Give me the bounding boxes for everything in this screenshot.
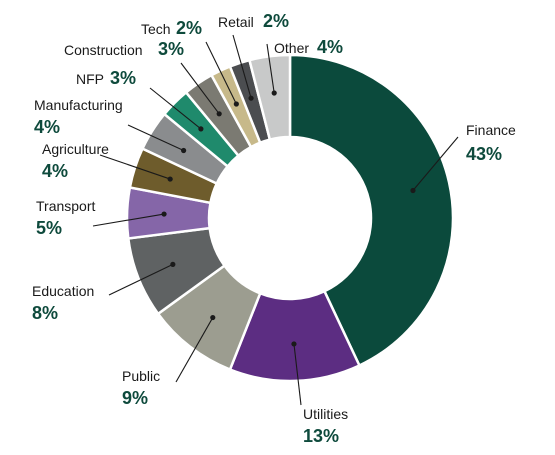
category-label-utilities: Utilities (303, 406, 348, 422)
category-label-public: Public (122, 368, 160, 384)
leader-dot-transport (161, 211, 167, 217)
leader-dot-other (271, 90, 277, 96)
leader-dot-retail (248, 95, 254, 101)
category-label-construction: Construction (64, 42, 143, 58)
leader-line-public (175, 317, 214, 383)
percent-label-education: 8% (32, 303, 58, 323)
leader-dot-finance (410, 187, 416, 194)
leader-line-retail (232, 34, 252, 99)
leader-dot-agriculture (167, 176, 173, 182)
percent-label-construction: 3% (158, 39, 184, 59)
category-label-finance: Finance (466, 122, 516, 138)
leader-line-nfp (149, 87, 202, 130)
category-label-tech: Tech (141, 21, 171, 37)
category-label-transport: Transport (36, 198, 96, 214)
percent-label-tech: 2% (176, 18, 202, 38)
leader-line-construction (180, 62, 220, 115)
category-label-other: Other (274, 40, 309, 56)
leader-dot-construction (216, 111, 222, 117)
leader-line-transport (92, 213, 165, 227)
leader-dot-tech (233, 101, 239, 107)
percent-label-retail: 2% (263, 11, 289, 31)
leader-line-finance (412, 136, 459, 191)
leader-dot-education (170, 261, 176, 267)
leader-dot-manufacturing (181, 147, 187, 154)
percent-label-other: 4% (317, 37, 343, 57)
leader-dot-public (210, 314, 216, 321)
slice-finance (288, 53, 455, 368)
leader-line-education (108, 263, 174, 296)
percent-label-nfp: 3% (110, 68, 136, 88)
percent-label-public: 9% (122, 388, 148, 408)
slices-group (125, 53, 455, 383)
percent-label-transport: 5% (36, 218, 62, 238)
slice-other (247, 53, 292, 142)
percent-label-finance: 43% (466, 144, 502, 164)
leader-line-utilities (293, 343, 302, 406)
leader-line-other (266, 43, 275, 94)
percent-label-manufacturing: 4% (34, 117, 60, 137)
leader-line-manufacturing (127, 124, 184, 151)
leader-line-agriculture (99, 154, 171, 180)
category-label-retail: Retail (218, 14, 254, 30)
leader-line-tech (205, 41, 237, 105)
category-label-manufacturing: Manufacturing (34, 97, 123, 113)
category-label-nfp: NFP (76, 71, 104, 87)
leader-dot-utilities (291, 341, 297, 347)
labels-group: Finance 43% Utilities 13% Public 9% Education 8… (32, 11, 516, 446)
leader-dot-nfp (198, 126, 204, 132)
percent-label-agriculture: 4% (42, 161, 68, 181)
category-label-education: Education (32, 283, 94, 299)
percent-label-utilities: 13% (303, 426, 339, 446)
category-label-agriculture: Agriculture (42, 141, 109, 157)
